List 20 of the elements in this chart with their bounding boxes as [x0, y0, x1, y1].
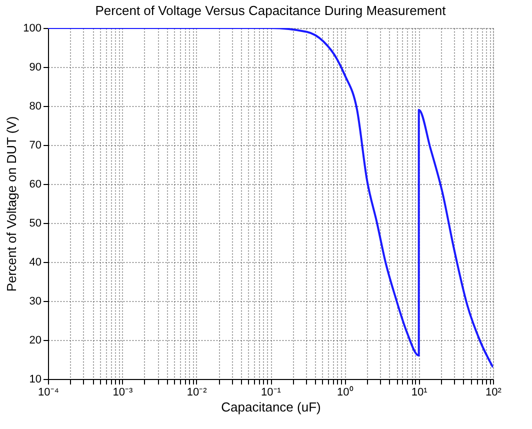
x-tick-label: 10²	[486, 386, 502, 398]
y-tick-label: 60	[29, 178, 42, 190]
y-tick-label: 90	[29, 62, 42, 74]
y-tick-label: 100	[23, 22, 42, 34]
x-tick-label: 10⁻¹	[261, 386, 282, 398]
y-tick-label: 20	[29, 334, 42, 346]
x-tick-label: 10⁰	[337, 386, 354, 398]
x-tick-label: 10⁻²	[186, 386, 208, 398]
y-tick-label: 40	[29, 256, 42, 268]
x-axis-title: Capacitance (uF)	[221, 400, 321, 414]
y-tick-label: 10	[29, 374, 42, 386]
y-tick-label: 30	[29, 296, 42, 308]
y-tick-label: 50	[29, 218, 42, 230]
x-tick-label: 10¹	[411, 386, 428, 398]
chart-title: Percent of Voltage Versus Capacitance During Measurement	[95, 3, 446, 18]
y-tick-label: 80	[29, 100, 42, 112]
y-tick-label: 70	[29, 140, 42, 152]
y-axis-title: Percent of Voltage on DUT (V)	[4, 116, 20, 292]
x-tick-label: 10⁻³	[112, 386, 133, 398]
x-tick-label: 10⁻⁴	[38, 386, 60, 398]
